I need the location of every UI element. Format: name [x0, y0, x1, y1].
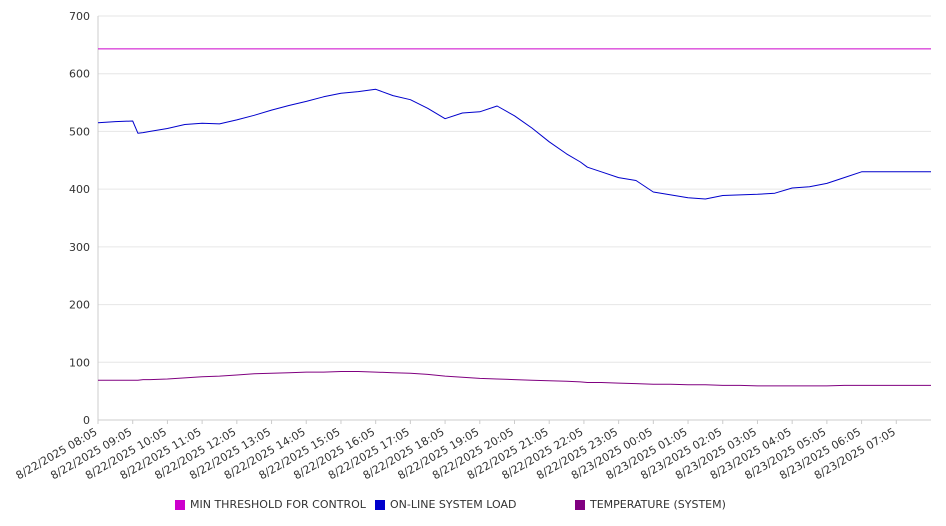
- y-tick-label: 300: [69, 241, 90, 254]
- series-line-1: [97, 88, 931, 200]
- y-tick-label: 100: [69, 356, 90, 369]
- y-tick-label: 400: [69, 183, 90, 196]
- legend-swatch-temperature: [575, 499, 585, 510]
- legend-item-load: ON-LINE SYSTEM LOAD: [375, 498, 516, 511]
- y-tick-label: 500: [69, 125, 90, 138]
- legend-item-temperature: TEMPERATURE (SYSTEM): [575, 498, 726, 511]
- y-tick-label: 600: [69, 68, 90, 81]
- y-tick-label: 200: [69, 299, 90, 312]
- grid-layer: [98, 15, 931, 363]
- y-tick-label: 0: [83, 414, 90, 427]
- legend-swatch-load: [375, 499, 385, 510]
- chart-legend: MIN THRESHOLD FOR CONTROL ON-LINE SYSTEM…: [0, 498, 946, 514]
- legend-label-temperature: TEMPERATURE (SYSTEM): [590, 498, 726, 511]
- series-layer: [97, 48, 931, 387]
- legend-label-load: ON-LINE SYSTEM LOAD: [390, 498, 517, 511]
- legend-item-threshold: MIN THRESHOLD FOR CONTROL: [175, 498, 366, 511]
- legend-label-threshold: MIN THRESHOLD FOR CONTROL: [190, 498, 366, 511]
- series-line-2: [98, 371, 931, 387]
- legend-swatch-threshold: [175, 499, 185, 510]
- y-tick-label: 700: [69, 10, 90, 23]
